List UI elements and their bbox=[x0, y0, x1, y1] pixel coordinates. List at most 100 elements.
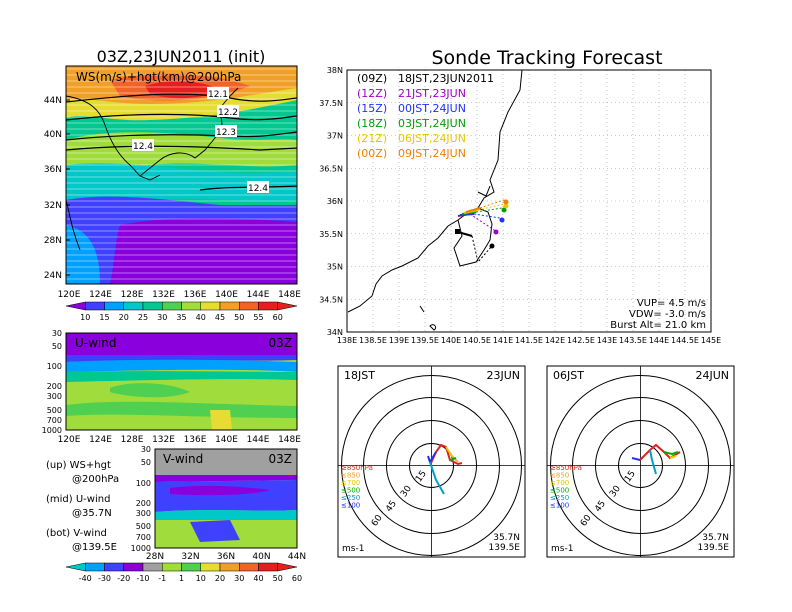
lon-label: 136E bbox=[184, 435, 207, 445]
hodo-lat: 35.7N bbox=[493, 533, 520, 543]
launch-code: (09Z) bbox=[357, 72, 387, 85]
lat-label: 36.5N bbox=[319, 164, 343, 173]
pressure-label: 700 bbox=[47, 416, 62, 425]
lat-label: 40N bbox=[44, 130, 62, 140]
v-wind-label: V-wind bbox=[163, 452, 203, 466]
lon-label: 124E bbox=[89, 435, 112, 445]
launch-time: 03JST,24JUN bbox=[398, 117, 466, 130]
lon-label: 139.5E bbox=[411, 336, 439, 345]
hodo-unit: ms-1 bbox=[342, 544, 364, 554]
colorbar-tick: 30 bbox=[157, 313, 167, 322]
tracking-map bbox=[346, 69, 712, 333]
hodo-level-label: ≤250 bbox=[341, 494, 360, 502]
colorbar-tick: 25 bbox=[138, 313, 148, 322]
lon-label: 128E bbox=[121, 435, 144, 445]
lon-label: 148E bbox=[278, 290, 301, 300]
hodo-level-label: ≤700 bbox=[550, 479, 569, 487]
lon-label: 139E bbox=[389, 336, 409, 345]
u-wind-panel: U-wind 03Z bbox=[65, 332, 298, 431]
colorbar-tick: 30 bbox=[234, 574, 244, 583]
lat-label: 28N bbox=[44, 236, 62, 246]
tracking-lat-labels: 38N 37.5N 37N 36.5N 36N 35.5N 35N 34.5N 34N bbox=[319, 66, 343, 337]
pressure-label: 50 bbox=[52, 342, 62, 351]
contour-label: 12.3 bbox=[216, 128, 236, 138]
hodo-level-label: ≤500 bbox=[550, 487, 569, 495]
lon-label: 136E bbox=[184, 290, 207, 300]
lon-label: 144E bbox=[649, 336, 669, 345]
launch-code: (12Z) bbox=[357, 87, 387, 100]
contour-label: 12.1 bbox=[208, 90, 228, 100]
ws-colorbar: 10 15 20 25 30 35 40 45 50 55 60 bbox=[65, 301, 298, 322]
u-wind-lon-labels: 120E 124E 128E 132E 136E 140E 144E 148E bbox=[58, 435, 302, 445]
legend-line: @35.7N bbox=[72, 508, 112, 519]
sonde-track bbox=[457, 231, 495, 264]
lat-label: 24N bbox=[44, 271, 62, 281]
hodo-unit: ms-1 bbox=[551, 544, 573, 554]
colorbar-tick: 1 bbox=[179, 574, 184, 583]
colorbar-tick: -30 bbox=[98, 574, 111, 583]
pressure-label: 1000 bbox=[131, 544, 151, 553]
lon-label: 132E bbox=[152, 435, 175, 445]
hodo-trace bbox=[429, 461, 445, 495]
lon-label: 140E bbox=[215, 290, 238, 300]
colorbar-tick: 20 bbox=[119, 313, 129, 322]
lat-label: 34N bbox=[327, 328, 343, 337]
colorbar-tick: -10 bbox=[136, 574, 149, 583]
lon-label: 141.5E bbox=[515, 336, 543, 345]
lon-label: 124E bbox=[89, 290, 112, 300]
pressure-label: 300 bbox=[47, 392, 62, 401]
lat-label: 44N bbox=[288, 552, 306, 562]
pressure-label: 500 bbox=[136, 522, 151, 531]
launch-code: (21Z) bbox=[357, 132, 387, 145]
lat-label: 32N bbox=[181, 552, 199, 562]
lon-label: 138E bbox=[337, 336, 357, 345]
lon-label: 140E bbox=[441, 336, 461, 345]
colorbar-tick: -40 bbox=[79, 574, 92, 583]
lat-label: 35.5N bbox=[319, 230, 343, 239]
lat-label: 34.5N bbox=[319, 295, 343, 304]
pressure-label: 1000 bbox=[42, 426, 62, 435]
lat-label: 38N bbox=[327, 66, 343, 75]
lon-label: 144.5E bbox=[671, 336, 699, 345]
colorbar-tick: 55 bbox=[253, 313, 263, 322]
lon-label: 144E bbox=[247, 435, 270, 445]
sonde-track bbox=[465, 199, 509, 213]
u-wind-label: U-wind bbox=[75, 336, 116, 350]
lat-label: 40N bbox=[252, 552, 270, 562]
lat-label: 28N bbox=[146, 552, 164, 562]
u-wind-time: 03Z bbox=[269, 336, 293, 350]
pressure-label: 200 bbox=[47, 382, 62, 391]
tracking-lon-labels: 138E 138.5E 139E 139.5E 140E 140.5E 141E 141.5E… bbox=[337, 336, 721, 345]
hodo-level-label: ≥850hPa bbox=[550, 464, 582, 472]
hodo-level-label: ≤100 bbox=[341, 502, 360, 510]
pressure-label: 700 bbox=[136, 533, 151, 542]
lon-label: 142.5E bbox=[567, 336, 595, 345]
lon-label: 143.5E bbox=[619, 336, 647, 345]
colorbar-tick: -20 bbox=[117, 574, 130, 583]
lat-label: 44N bbox=[44, 96, 62, 106]
colorbar-tick: 50 bbox=[273, 574, 283, 583]
hodo-level-label: ≤850 bbox=[550, 472, 569, 480]
lon-label: 120E bbox=[58, 290, 81, 300]
pressure-label: 300 bbox=[136, 509, 151, 518]
launch-code: (15Z) bbox=[357, 102, 387, 115]
colorbar-tick: -1 bbox=[158, 574, 166, 583]
pressure-label: 200 bbox=[136, 499, 151, 508]
lon-label: 128E bbox=[121, 290, 144, 300]
launch-time: 21JST,23JUN bbox=[398, 87, 466, 100]
tracking-legend: (09Z) 18JST,23JUN2011 (12Z) 21JST,23JUN (15Z… bbox=[357, 72, 494, 160]
hodo-lon: 139.5E bbox=[489, 543, 521, 553]
colorbar-tick: 60 bbox=[273, 313, 283, 322]
launch-time: 06JST,24JUN bbox=[398, 132, 466, 145]
launch-code: (18Z) bbox=[357, 117, 387, 130]
hodo-lon: 139.5E bbox=[698, 543, 730, 553]
lon-label: 141E bbox=[493, 336, 513, 345]
pressure-label: 30 bbox=[141, 445, 151, 454]
ws-map-label: WS(m/s)+hgt(km)@200hPa bbox=[76, 70, 241, 84]
launch-time: 00JST,24JUN bbox=[398, 102, 466, 115]
hodo-level-label: ≤500 bbox=[341, 487, 360, 495]
